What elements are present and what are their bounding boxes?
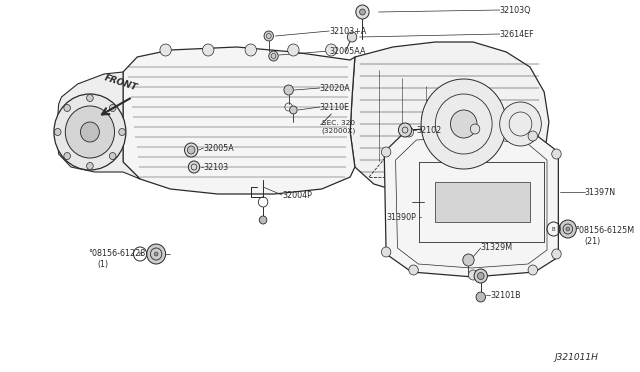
Circle shape <box>474 269 488 283</box>
Circle shape <box>326 44 337 56</box>
Text: 31329M: 31329M <box>481 244 513 253</box>
Circle shape <box>147 244 166 264</box>
Circle shape <box>559 220 577 238</box>
Circle shape <box>64 105 70 112</box>
Circle shape <box>470 124 480 134</box>
Text: 32101B: 32101B <box>490 291 521 299</box>
Circle shape <box>451 110 477 138</box>
Text: J321011H: J321011H <box>554 353 598 362</box>
Text: 31390P: 31390P <box>386 212 416 221</box>
Circle shape <box>86 163 93 170</box>
Circle shape <box>468 270 478 280</box>
Text: 32110E: 32110E <box>320 103 350 112</box>
Polygon shape <box>123 47 355 194</box>
Circle shape <box>552 249 561 259</box>
Text: B: B <box>138 251 142 257</box>
Circle shape <box>284 85 293 95</box>
Circle shape <box>54 94 126 170</box>
Circle shape <box>81 122 99 142</box>
Circle shape <box>360 9 365 15</box>
Circle shape <box>259 216 267 224</box>
Text: 32005AA: 32005AA <box>330 46 366 55</box>
Circle shape <box>119 128 125 135</box>
Circle shape <box>202 44 214 56</box>
Circle shape <box>64 153 70 160</box>
Circle shape <box>404 127 413 137</box>
Circle shape <box>500 102 541 146</box>
Circle shape <box>188 146 195 154</box>
Circle shape <box>269 51 278 61</box>
Circle shape <box>289 106 297 114</box>
Text: 31397N: 31397N <box>585 187 616 196</box>
Text: B: B <box>552 227 556 231</box>
Polygon shape <box>384 127 558 277</box>
Text: °08156-61228: °08156-61228 <box>88 250 145 259</box>
Circle shape <box>160 44 172 56</box>
Circle shape <box>109 153 116 160</box>
Circle shape <box>528 131 538 141</box>
Circle shape <box>528 265 538 275</box>
Circle shape <box>552 149 561 159</box>
Circle shape <box>264 31 273 41</box>
Text: 32004P: 32004P <box>282 190 312 199</box>
Polygon shape <box>350 42 549 197</box>
Text: 32103Q: 32103Q <box>500 6 531 15</box>
Text: 32103: 32103 <box>204 163 228 171</box>
Circle shape <box>54 128 61 135</box>
Text: (1): (1) <box>97 260 109 269</box>
Text: 32102: 32102 <box>417 125 442 135</box>
Text: 32020A: 32020A <box>320 83 351 93</box>
Text: 32005A: 32005A <box>204 144 234 153</box>
Circle shape <box>476 292 486 302</box>
Circle shape <box>109 105 116 112</box>
Circle shape <box>154 252 158 256</box>
Circle shape <box>421 79 506 169</box>
Polygon shape <box>57 72 140 179</box>
Text: FRONT: FRONT <box>104 73 139 92</box>
Circle shape <box>463 254 474 266</box>
Circle shape <box>288 44 299 56</box>
Circle shape <box>399 123 412 137</box>
Circle shape <box>184 143 198 157</box>
Circle shape <box>409 265 419 275</box>
Circle shape <box>245 44 257 56</box>
Text: °08156-6125M: °08156-6125M <box>575 225 634 234</box>
Text: 32103+A: 32103+A <box>330 26 367 35</box>
Text: 32614EF: 32614EF <box>500 29 534 38</box>
Bar <box>435 182 530 222</box>
Circle shape <box>65 106 115 158</box>
Circle shape <box>381 247 391 257</box>
Circle shape <box>356 5 369 19</box>
Circle shape <box>477 273 484 279</box>
Circle shape <box>381 147 391 157</box>
Circle shape <box>188 161 200 173</box>
Circle shape <box>86 94 93 102</box>
Text: SEC. 320
(32000X): SEC. 320 (32000X) <box>322 120 356 134</box>
Circle shape <box>566 227 570 231</box>
Text: (21): (21) <box>585 237 601 246</box>
Circle shape <box>348 32 356 42</box>
